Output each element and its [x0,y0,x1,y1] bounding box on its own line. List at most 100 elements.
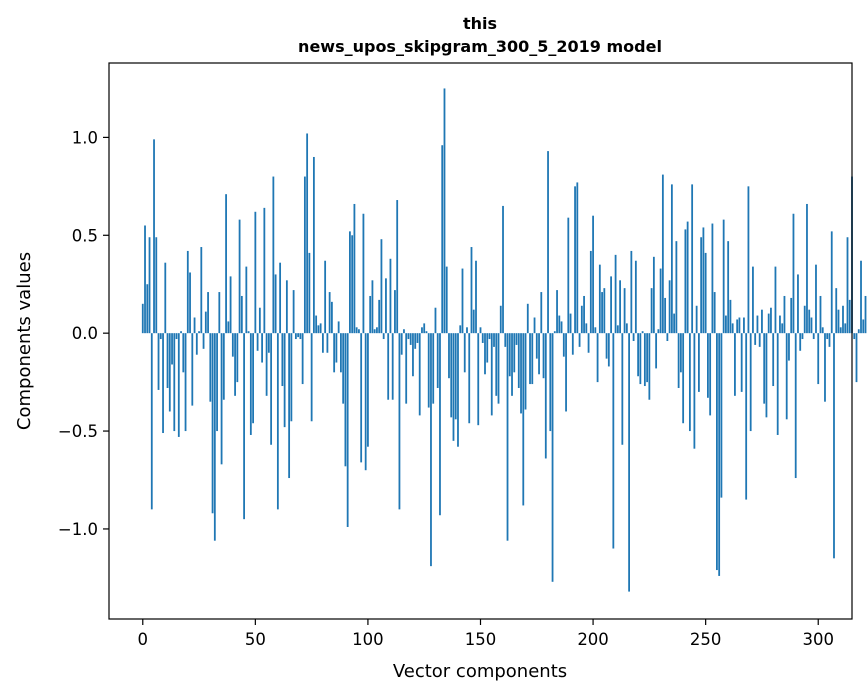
x-tick-label: 150 [465,630,497,649]
bar-component-102 [371,280,374,334]
bar-component-81 [324,260,327,334]
bar-component-62 [281,333,284,387]
bar-component-311 [842,305,844,334]
bar-component-20 [186,250,189,334]
bar-component-313 [846,237,849,334]
bar-component-31 [211,333,214,514]
bar-component-118 [407,333,410,340]
bar-component-46 [245,266,248,334]
bar-component-280 [772,333,775,387]
bar-component-175 [535,333,538,359]
bar-component-24 [195,333,198,355]
bar-component-237 [675,241,678,334]
bar-component-101 [369,295,372,334]
bar-component-153 [486,333,489,363]
bar-component-111 [391,333,394,400]
bar-component-209 [612,333,615,549]
bar-component-184 [556,290,558,334]
bar-component-82 [326,333,329,353]
bar-component-130 [434,307,437,334]
bar-component-29 [207,292,209,334]
bar-component-117 [405,333,408,404]
bar-component-168 [520,333,522,414]
bar-component-225 [648,333,651,400]
bar-component-78 [317,325,320,334]
bar-component-123 [418,333,421,416]
bar-component-189 [567,217,570,334]
bar-component-288 [790,297,793,334]
bar-component-49 [252,333,254,424]
bar-component-162 [506,333,509,541]
bar-component-269 [747,186,750,334]
bar-component-220 [637,333,640,377]
bar-component-180 [547,151,549,334]
bar-component-236 [673,313,676,334]
bar-component-23 [193,317,196,334]
bar-component-107 [382,333,385,340]
bar-component-307 [833,333,835,559]
bar-component-170 [524,333,527,410]
bar-component-239 [679,333,682,373]
bar-component-303 [824,333,826,402]
bar-component-202 [596,333,599,383]
bar-component-276 [763,333,766,404]
x-axis-label: Vector components [393,661,567,682]
bar-component-304 [826,333,829,340]
bar-component-173 [531,333,534,385]
bar-component-281 [774,266,777,334]
bar-component-270 [749,333,752,432]
y-tick-label: 1.0 [72,128,98,147]
bar-component-179 [544,333,547,459]
bar-component-60 [276,333,279,510]
bar-component-86 [335,333,338,363]
bar-component-37 [225,194,227,334]
bar-component-22 [191,333,194,406]
bar-component-235 [670,184,673,334]
y-tick-label: 0.5 [72,226,98,245]
bar-component-131 [436,333,439,388]
bar-component-77 [315,315,318,334]
bar-component-28 [204,311,207,334]
bar-component-224 [646,333,649,383]
bar-component-320 [862,319,865,334]
y-tick-label: −1.0 [58,520,98,539]
bar-component-221 [639,333,642,385]
bar-component-229 [657,329,660,334]
bar-component-57 [270,333,273,445]
bar-component-148 [475,260,477,334]
bar-component-158 [497,333,500,404]
bar-component-61 [279,262,282,334]
y-axis-ticks: −1.0 −0.5 0.0 0.5 1.0 [58,128,109,539]
bar-component-89 [342,333,345,404]
bar-component-233 [666,333,669,341]
x-tick-label: 100 [352,630,384,649]
bar-component-58 [272,176,275,334]
bar-component-85 [333,333,336,373]
bar-component-41 [234,333,236,396]
bar-component-133 [441,145,444,334]
bar-component-244 [691,184,694,334]
bar-component-193 [576,182,579,334]
bar-component-196 [583,295,585,334]
bar-component-161 [504,333,507,347]
bar-component-214 [623,288,626,334]
bar-component-285 [783,295,786,334]
bar-component-218 [632,333,635,341]
bar-component-183 [553,331,556,334]
bar-component-112 [394,290,396,334]
bar-component-18 [182,333,185,373]
bar-component-149 [477,333,480,426]
bar-component-226 [650,288,653,334]
bar-component-287 [788,333,790,361]
bar-component-35 [220,333,223,465]
bar-component-295 [806,203,808,334]
bar-component-186 [560,321,563,334]
bar-component-261 [729,299,732,334]
bar-component-64 [285,280,288,334]
bar-component-1 [144,225,146,334]
bar-component-297 [810,317,813,334]
bar-component-215 [625,323,628,334]
bar-component-0 [141,303,144,334]
bar-component-74 [308,252,311,334]
x-axis-ticks: 0 50 100 150 200 250 300 [138,619,834,649]
